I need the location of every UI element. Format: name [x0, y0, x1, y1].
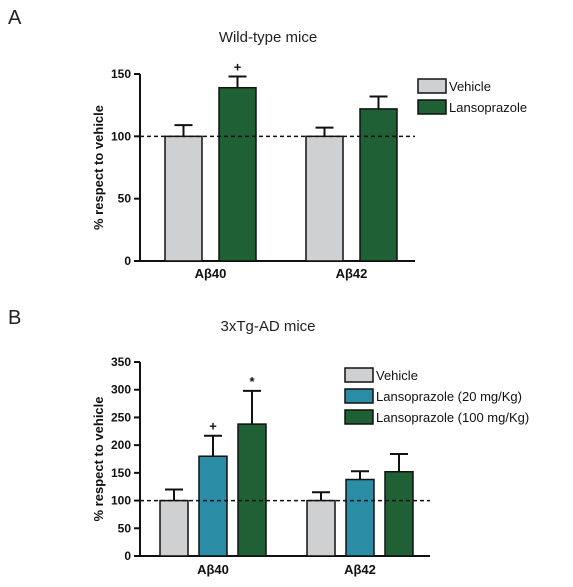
y-tick-label-b-300: 300	[111, 383, 131, 397]
y-tick-label-a-150: 150	[111, 67, 131, 81]
bar-b-1-0	[306, 499, 336, 557]
legend-swatch-b-1	[344, 388, 374, 404]
bar-b-0-2	[237, 423, 267, 557]
y-tick-label-b-50: 50	[118, 521, 132, 535]
y-axis-label-b: % respect to vehicle	[91, 397, 106, 522]
panel-label-a: A	[8, 7, 22, 29]
y-tick-label-b-100: 100	[111, 494, 131, 508]
y-tick-label-a-0: 0	[124, 254, 131, 268]
significance-mark-a-0-1: +	[234, 59, 242, 74]
bar-b-0-0	[159, 499, 189, 557]
legend-label-b-1: Lansoprazole (20 mg/Kg)	[376, 389, 522, 404]
y-axis-label-a: % respect to vehicle	[91, 105, 106, 230]
y-tick-label-b-200: 200	[111, 438, 131, 452]
bar-b-1-2	[384, 470, 414, 557]
legend-label-b-0: Vehicle	[376, 368, 418, 383]
y-tick-label-a-100: 100	[111, 129, 131, 143]
x-tick-label-b-1: Aβ42	[344, 562, 376, 577]
chart-title-b: 3xTg-AD mice	[220, 318, 315, 335]
significance-mark-b-0-1: +	[209, 419, 217, 434]
legend-label-a-0: Vehicle	[449, 79, 491, 94]
y-tick-label-b-350: 350	[111, 355, 131, 369]
y-tick-label-b-250: 250	[111, 410, 131, 424]
y-tick-label-a-50: 50	[118, 192, 132, 206]
bar-b-0-1	[198, 455, 228, 557]
panel-label-b: B	[8, 307, 22, 329]
significance-mark-b-0-2: *	[249, 374, 255, 389]
y-tick-label-b-150: 150	[111, 466, 131, 480]
x-tick-label-b-0: Aβ40	[197, 562, 229, 577]
bar-a-0-1	[218, 86, 257, 262]
legend-label-b-2: Lansoprazole (100 mg/Kg)	[376, 410, 529, 425]
bar-a-1-0	[305, 135, 344, 262]
x-tick-label-a-1: Aβ42	[336, 266, 368, 281]
legend-swatch-a-0	[417, 78, 447, 94]
bar-a-0-0	[164, 135, 203, 262]
legend-swatch-b-2	[344, 409, 374, 425]
x-tick-label-a-0: Aβ40	[195, 266, 227, 281]
legend-swatch-b-0	[344, 367, 374, 383]
legend-label-a-1: Lansoprazole	[449, 100, 527, 115]
y-tick-label-b-0: 0	[124, 549, 131, 563]
bar-a-1-1	[359, 108, 398, 262]
chart-title-a: Wild-type mice	[219, 29, 317, 46]
legend-swatch-a-1	[417, 99, 447, 115]
bar-b-1-1	[345, 478, 375, 557]
